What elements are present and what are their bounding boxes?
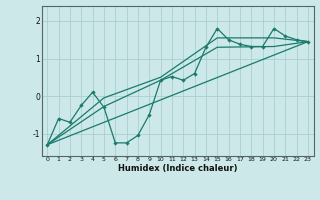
X-axis label: Humidex (Indice chaleur): Humidex (Indice chaleur)	[118, 164, 237, 173]
